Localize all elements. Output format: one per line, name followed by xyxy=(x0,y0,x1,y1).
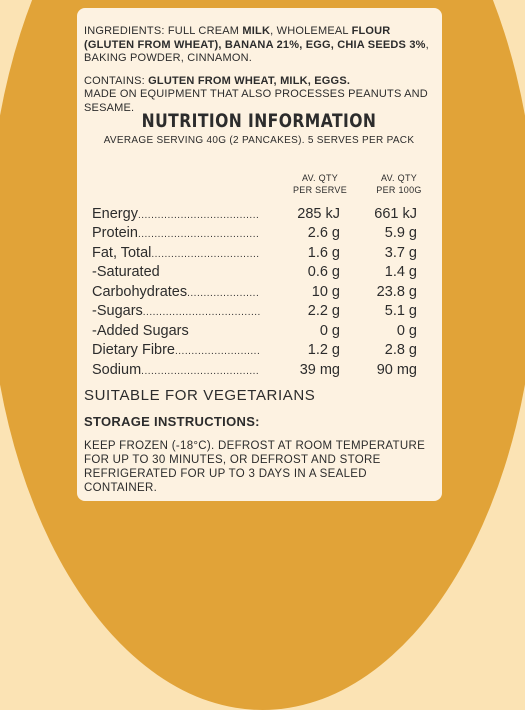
contains-label: Contains: xyxy=(84,74,145,87)
nutrition-row: Energy..................................… xyxy=(92,204,428,224)
storage-heading: Storage instructions: xyxy=(84,414,260,429)
value-per-serve: 0.6 g xyxy=(307,264,340,281)
serving-note: Average serving 40g (2 pancakes). 5 serv… xyxy=(103,135,415,146)
nutrition-row: Sodium..................................… xyxy=(92,360,428,380)
nutrition-row: Protein.................................… xyxy=(92,224,428,244)
nutrient-name: Protein xyxy=(92,225,138,242)
contains-text: Contains: gluten from wheat, milk, eggs. xyxy=(84,75,434,89)
value-per-serve: 2.2 g xyxy=(307,303,340,320)
nutrient-name: -Added Sugars xyxy=(92,322,189,339)
column-header-per-100g-line1: Av. Qty xyxy=(380,173,418,183)
contains-value: gluten from wheat, milk, eggs. xyxy=(148,74,351,87)
value-per-100g: 661 kJ xyxy=(374,205,417,222)
leader-dots: ........................................… xyxy=(142,307,260,319)
nutrient-name: Fat, Total xyxy=(92,244,152,261)
nutrition-row: -Saturated 0.6 g 1.4 g xyxy=(92,263,428,283)
value-per-100g: 90 mg xyxy=(376,361,417,378)
column-header-per-serve-line1: Av. Qty xyxy=(301,173,339,183)
value-per-serve: 10 g xyxy=(311,283,340,300)
leader-dots: ........................................… xyxy=(151,248,260,260)
value-per-serve: 2.6 g xyxy=(307,225,340,242)
value-per-100g: 5.1 g xyxy=(384,303,417,320)
value-per-serve: 0 g xyxy=(319,322,340,339)
nutrition-row: Fat, Total..............................… xyxy=(92,243,428,263)
nutrient-label: -Saturated xyxy=(92,264,260,280)
nutrient-label: -Added Sugars xyxy=(92,323,260,339)
ingredient-segment: , wholemeal xyxy=(270,25,352,37)
vegetarian-note: Suitable for vegetarians xyxy=(84,387,316,404)
column-header-per-100g: Av. Qty per 100g xyxy=(369,172,429,196)
value-per-100g: 0 g xyxy=(396,322,417,339)
nutrition-row: -Added Sugars 0 g 0 g xyxy=(92,321,428,341)
leader-dots: ........................................… xyxy=(187,287,260,299)
ingredients-text: Ingredients: Full cream milk, wholemeal … xyxy=(84,25,429,64)
nutrient-label: Carbohydrates...........................… xyxy=(92,284,260,300)
nutrient-name: Dietary Fibre xyxy=(92,342,175,359)
nutrient-name: -Sugars xyxy=(92,303,143,320)
value-per-100g: 5.9 g xyxy=(384,225,417,242)
column-header-per-serve: Av. Qty per serve xyxy=(290,172,350,196)
nutrient-label: -Sugars.................................… xyxy=(92,303,260,319)
value-per-100g: 1.4 g xyxy=(384,264,417,281)
value-per-serve: 1.6 g xyxy=(307,244,340,261)
leader-dots: ........................................… xyxy=(175,346,260,358)
column-header-per-serve-line2: per serve xyxy=(292,185,348,195)
nutrition-row: Carbohydrates...........................… xyxy=(92,282,428,302)
value-per-100g: 23.8 g xyxy=(376,283,417,300)
label-panel: Ingredients: Full cream milk, wholemeal … xyxy=(77,8,442,501)
leader-dots: ........................................… xyxy=(141,365,260,377)
nutrient-name: Carbohydrates xyxy=(92,283,188,300)
value-per-serve: 39 mg xyxy=(299,361,340,378)
column-header-per-100g-line2: per 100g xyxy=(376,185,422,195)
ingredient-segment: , baking powder, cinnamon. xyxy=(84,38,429,65)
nutrient-name: Sodium xyxy=(92,361,142,378)
nutrient-label: Sodium..................................… xyxy=(92,362,260,378)
nutrient-label: Energy..................................… xyxy=(92,206,260,222)
ingredient-segment: milk xyxy=(242,25,271,37)
value-per-100g: 2.8 g xyxy=(384,342,417,359)
ingredient-segment: flour (gluten from wheat), banana 21%, e… xyxy=(84,25,426,51)
nutrient-name: -Saturated xyxy=(92,264,160,281)
ingredients-list: Full cream milk, wholemeal flour (gluten… xyxy=(84,25,429,64)
storage-text: Keep frozen (-18°C). Defrost at room tem… xyxy=(84,440,426,494)
value-per-serve: 285 kJ xyxy=(297,205,340,222)
value-per-serve: 1.2 g xyxy=(307,342,340,359)
leader-dots: ........................................… xyxy=(137,209,260,221)
nutrition-title: NUTRITION INFORMATION xyxy=(141,110,377,132)
nutrient-name: Energy xyxy=(92,205,138,222)
ingredient-segment: Full cream xyxy=(167,25,243,37)
leader-dots: ........................................… xyxy=(137,229,260,241)
nutrition-row: -Sugars.................................… xyxy=(92,302,428,322)
equipment-note: Made on equipment that also processes pe… xyxy=(84,88,428,114)
nutrient-label: Protein.................................… xyxy=(92,225,260,241)
nutrient-label: Dietary Fibre...........................… xyxy=(92,342,260,358)
nutrient-label: Fat, Total..............................… xyxy=(92,245,260,261)
ingredients-label: Ingredients xyxy=(84,25,162,37)
nutrition-table: Energy..................................… xyxy=(92,204,428,380)
value-per-100g: 3.7 g xyxy=(384,244,417,261)
nutrition-row: Dietary Fibre...........................… xyxy=(92,341,428,361)
